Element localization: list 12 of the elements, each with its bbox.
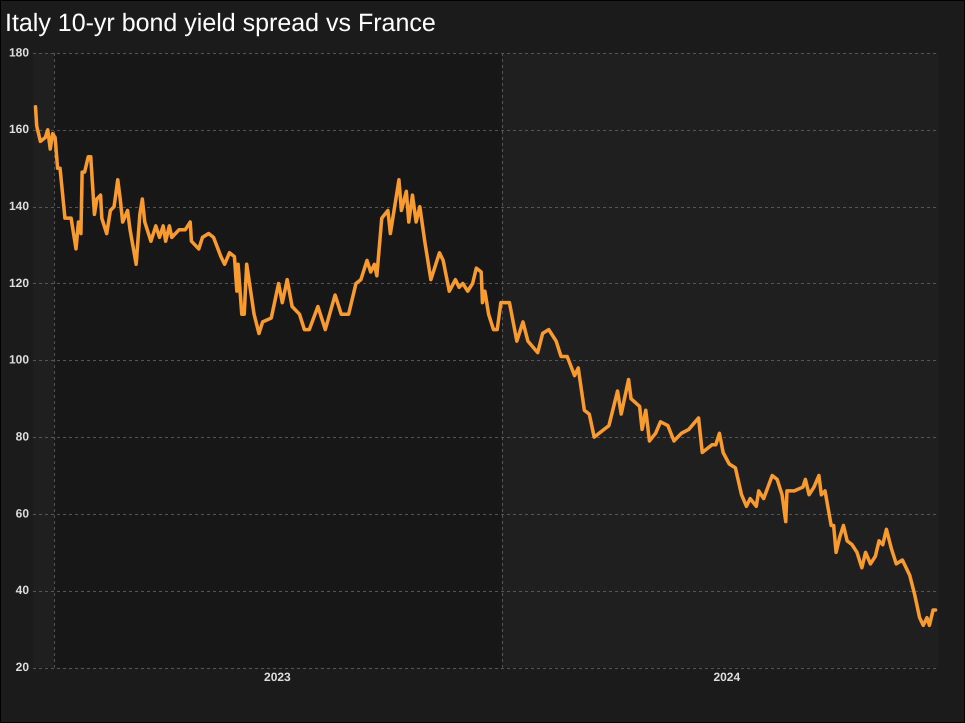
y-tick-label: 20 xyxy=(16,660,30,674)
y-tick-label: 80 xyxy=(16,429,30,444)
y-tick-label: 40 xyxy=(16,583,30,598)
y-tick-label: 120 xyxy=(8,276,30,290)
y-tick-label: 100 xyxy=(8,352,30,367)
y-tick-label: 140 xyxy=(8,198,30,213)
x-tick-label: 2024 xyxy=(713,670,740,684)
y-tick-label: 60 xyxy=(16,506,30,520)
chart-title: Italy 10-yr bond yield spread vs France xyxy=(5,8,436,37)
y-tick-label: 160 xyxy=(8,122,30,136)
y-tick-label: 180 xyxy=(8,45,30,60)
x-tick-label: 2023 xyxy=(264,670,292,684)
